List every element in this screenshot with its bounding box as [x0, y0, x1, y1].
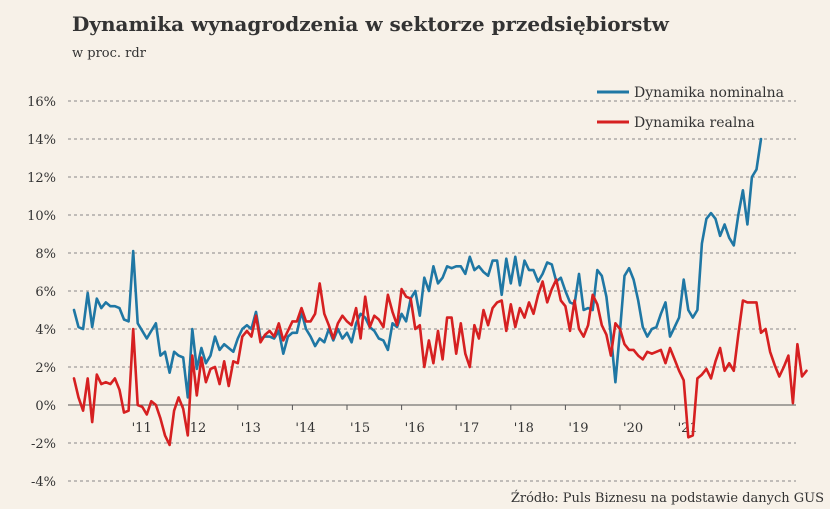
y-tick-label: -4%	[31, 475, 56, 490]
series-line-nominal	[72, 137, 763, 399]
x-tick-label: '20	[623, 421, 643, 436]
x-tick-label: '15	[350, 421, 370, 436]
y-tick-label: 8%	[35, 247, 56, 262]
y-axis: 16% 14% 12% 10% 8% 6% 4% 2% 0% -2% -4%	[27, 95, 56, 490]
legend-label: Dynamika realna	[634, 115, 755, 131]
series-lines	[72, 137, 808, 447]
y-tick-label: 0%	[35, 399, 56, 414]
x-tick-label: '11	[132, 421, 152, 436]
x-tick-label: '13	[241, 421, 261, 436]
legend: Dynamika nominalna Dynamika realna	[597, 85, 784, 131]
x-tick-label: '19	[568, 421, 588, 436]
legend-label: Dynamika nominalna	[634, 85, 784, 101]
y-tick-label: 4%	[35, 323, 56, 338]
chart-subtitle: w proc. rdr	[72, 46, 146, 61]
y-tick-label: 10%	[27, 209, 56, 224]
y-tick-label: 2%	[35, 361, 56, 376]
x-tick-label: '17	[459, 421, 479, 436]
y-tick-label: 12%	[27, 171, 56, 186]
source-note: Źródło: Puls Biznesu na podstawie danych…	[510, 491, 824, 506]
series-line-real	[72, 278, 808, 447]
x-axis: '11'12'13'14'15'16'17'18'19'20'21	[128, 405, 698, 436]
y-tick-label: 6%	[35, 285, 56, 300]
x-tick-label: '12	[186, 421, 206, 436]
y-tick-label: 14%	[27, 133, 56, 148]
y-tick-label: 16%	[27, 95, 56, 110]
chart-title: Dynamika wynagrodzenia w sektorze przeds…	[72, 12, 669, 36]
y-tick-label: -2%	[31, 437, 56, 452]
x-tick-label: '16	[405, 421, 425, 436]
x-tick-label: '14	[295, 421, 315, 436]
x-tick-label: '18	[514, 421, 534, 436]
